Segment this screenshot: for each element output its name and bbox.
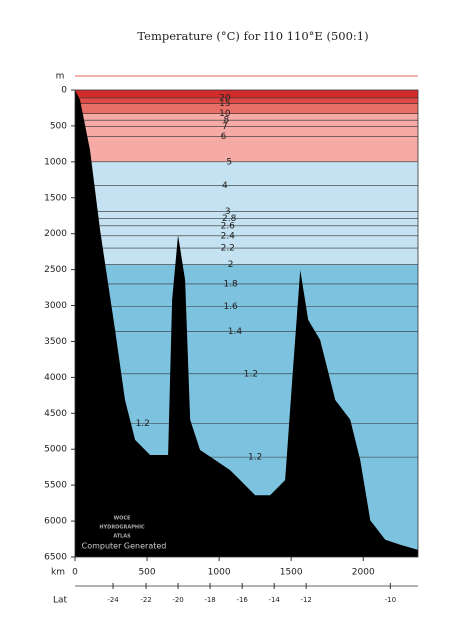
chart-title: Temperature (°C) for I10 110°E (500:1) bbox=[137, 29, 368, 43]
y-tick-label: 1000 bbox=[44, 157, 67, 167]
y-tick-label: 0 bbox=[61, 86, 67, 96]
contour-label: 1.4 bbox=[228, 327, 243, 337]
contour-label: 7 bbox=[222, 122, 228, 132]
contour-label: 1.2 bbox=[136, 419, 150, 429]
contour-label: 15 bbox=[219, 99, 230, 109]
y-tick-label: 2000 bbox=[44, 229, 67, 239]
x-tick-label: 0 bbox=[72, 568, 78, 578]
y-tick-label: 4000 bbox=[44, 373, 67, 383]
y-tick-label: 5500 bbox=[44, 481, 67, 491]
x-tick-label: 1500 bbox=[280, 568, 303, 578]
watermark: HYDROGRAPHIC bbox=[99, 525, 145, 531]
watermark: WOCE bbox=[114, 516, 131, 522]
y-tick-label: 6000 bbox=[44, 517, 67, 527]
x-unit: km bbox=[51, 568, 65, 578]
bathymetry bbox=[75, 90, 418, 557]
y-unit: m bbox=[56, 72, 65, 82]
y-tick-label: 6500 bbox=[44, 553, 67, 563]
x-tick-label: 2000 bbox=[352, 568, 375, 578]
x-tick-label: 500 bbox=[138, 568, 155, 578]
contour-label: 1.6 bbox=[223, 302, 238, 312]
credit: Computer Generated bbox=[82, 542, 167, 551]
lat-tick-label: -20 bbox=[172, 596, 183, 604]
contour-label: 1.8 bbox=[223, 279, 238, 289]
lat-tick-label: -18 bbox=[204, 596, 215, 604]
contour-label: 8 bbox=[223, 116, 229, 126]
y-tick-label: 3000 bbox=[44, 301, 67, 311]
lat-tick-label: -12 bbox=[300, 596, 311, 604]
lat-tick-label: -14 bbox=[268, 596, 280, 604]
contour-label: 2.8 bbox=[222, 214, 237, 224]
y-tick-label: 1500 bbox=[44, 193, 67, 203]
watermark: ATLAS bbox=[113, 534, 131, 540]
y-tick-label: 500 bbox=[50, 121, 67, 131]
contour-label: 4 bbox=[222, 181, 228, 191]
contour-label: 2.4 bbox=[221, 231, 236, 241]
x-tick-label: 1000 bbox=[208, 568, 231, 578]
y-tick-label: 2500 bbox=[44, 265, 67, 275]
y-tick-label: 4500 bbox=[44, 409, 67, 419]
lat-tick-label: -16 bbox=[236, 596, 248, 604]
contour-label: 10 bbox=[219, 109, 231, 119]
lat-label: Lat bbox=[53, 596, 68, 606]
y-tick-label: 3500 bbox=[44, 337, 67, 347]
lat-tick-label: -22 bbox=[140, 596, 151, 604]
contour-label: 5 bbox=[226, 157, 232, 167]
contour-label: 1.2 bbox=[244, 369, 258, 379]
contour-label: 20 bbox=[219, 93, 231, 103]
lat-tick-label: -24 bbox=[107, 596, 119, 604]
contour-label: 2 bbox=[228, 260, 234, 270]
y-tick-label: 5000 bbox=[44, 445, 67, 455]
contour-label: 2.6 bbox=[221, 221, 236, 231]
contour-label: 2.2 bbox=[221, 244, 235, 254]
contour-label: 6 bbox=[221, 132, 227, 142]
lat-tick-label: -10 bbox=[385, 596, 396, 604]
plot-frame bbox=[74, 89, 419, 558]
contour-label: 1.2 bbox=[248, 453, 262, 463]
contour-label: 3 bbox=[225, 207, 231, 217]
